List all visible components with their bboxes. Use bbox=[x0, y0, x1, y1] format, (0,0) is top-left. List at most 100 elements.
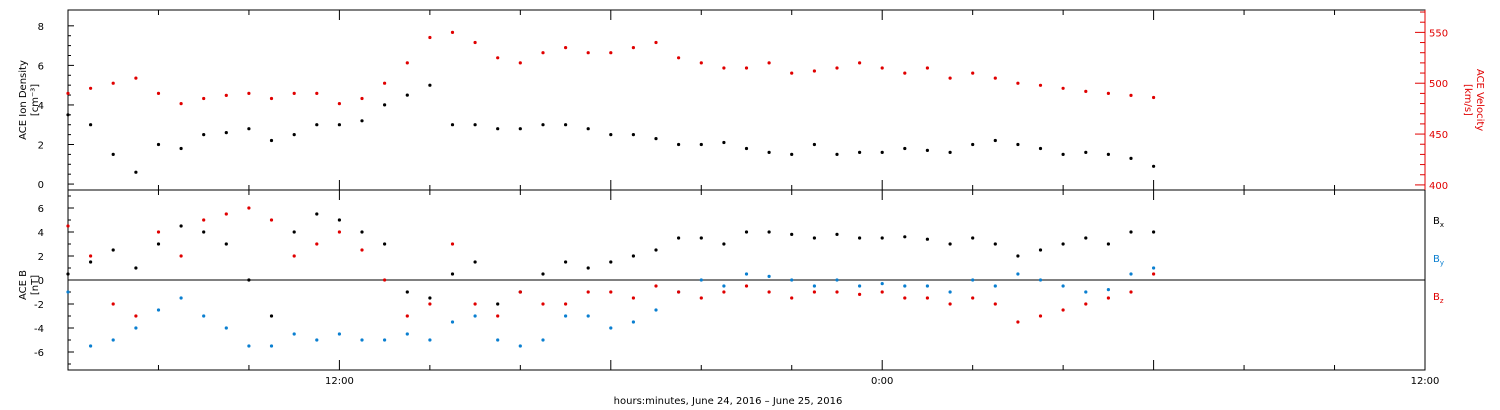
point-by bbox=[609, 326, 613, 330]
point-ion-density bbox=[428, 83, 432, 87]
point-by bbox=[134, 326, 138, 330]
point-bx bbox=[179, 224, 183, 228]
point-velocity bbox=[496, 56, 500, 60]
point-bz bbox=[66, 224, 70, 228]
point-bx bbox=[993, 242, 997, 246]
point-ion-density bbox=[473, 123, 477, 127]
point-velocity bbox=[903, 71, 907, 75]
point-by bbox=[812, 284, 817, 288]
point-by bbox=[722, 284, 726, 288]
point-by bbox=[496, 338, 500, 342]
point-by bbox=[1016, 272, 1020, 276]
point-bx bbox=[1016, 254, 1020, 258]
point-bz bbox=[428, 302, 432, 306]
point-velocity bbox=[744, 66, 749, 70]
x-tick-label: 12:00 bbox=[1411, 376, 1440, 387]
point-bx bbox=[903, 235, 907, 239]
point-bx bbox=[473, 260, 477, 264]
point-ion-density bbox=[518, 127, 522, 131]
top-left-ylabel-units: [cm⁻³] bbox=[30, 84, 41, 116]
point-ion-density bbox=[292, 133, 296, 137]
point-velocity bbox=[722, 66, 726, 70]
point-bx bbox=[767, 230, 771, 234]
point-ion-density bbox=[224, 131, 228, 135]
point-velocity bbox=[360, 96, 364, 101]
point-bz bbox=[835, 290, 839, 294]
point-velocity bbox=[948, 76, 952, 80]
point-ion-density bbox=[269, 138, 274, 143]
point-bz bbox=[496, 314, 500, 318]
point-bz bbox=[1106, 296, 1110, 300]
legend-bx: Bx bbox=[1433, 216, 1444, 229]
point-by bbox=[631, 320, 636, 324]
point-bx bbox=[631, 254, 636, 258]
point-ion-density bbox=[1038, 146, 1043, 151]
point-bz bbox=[224, 212, 228, 216]
point-ion-density bbox=[111, 152, 115, 156]
top-right-ylabel-units: [km/s] bbox=[1462, 84, 1473, 116]
point-bz bbox=[767, 290, 771, 294]
point-ion-density bbox=[202, 133, 206, 137]
point-ion-density bbox=[586, 127, 590, 131]
point-ion-density bbox=[767, 150, 771, 154]
legend-bz: Bz bbox=[1433, 292, 1444, 305]
point-bx bbox=[450, 272, 455, 276]
point-ion-density bbox=[383, 103, 387, 107]
point-bx bbox=[790, 232, 794, 236]
point-bz bbox=[179, 254, 183, 258]
point-by bbox=[880, 282, 884, 286]
point-velocity bbox=[405, 61, 409, 65]
point-ion-density bbox=[744, 146, 749, 151]
point-bz bbox=[337, 230, 341, 234]
point-velocity bbox=[269, 96, 274, 101]
bottom-ytick-label: 2 bbox=[38, 252, 44, 263]
legend-by: By bbox=[1433, 254, 1444, 267]
point-bx bbox=[66, 272, 70, 276]
point-ion-density bbox=[790, 152, 794, 156]
bottom-ytick-label: 4 bbox=[38, 228, 44, 239]
point-bx bbox=[496, 302, 500, 306]
point-bx bbox=[156, 242, 161, 246]
point-by bbox=[156, 308, 161, 312]
point-bx bbox=[812, 236, 817, 240]
point-velocity bbox=[1016, 81, 1020, 85]
point-bx bbox=[1084, 236, 1088, 240]
point-bz bbox=[880, 290, 884, 294]
point-bx bbox=[89, 260, 93, 264]
point-bz bbox=[1129, 290, 1133, 294]
point-velocity bbox=[971, 71, 975, 75]
point-bz bbox=[925, 296, 930, 300]
point-bx bbox=[134, 266, 138, 270]
point-bz bbox=[202, 218, 206, 222]
bottom-left-ylabel-units: [nT] bbox=[30, 275, 41, 295]
point-by bbox=[971, 278, 975, 282]
point-by bbox=[541, 338, 545, 342]
point-ion-density bbox=[858, 150, 862, 154]
point-bz bbox=[541, 302, 545, 306]
point-by bbox=[383, 338, 387, 342]
point-by bbox=[948, 290, 952, 294]
point-velocity bbox=[315, 91, 319, 95]
point-by bbox=[247, 344, 251, 348]
point-by bbox=[179, 296, 183, 300]
point-by bbox=[903, 284, 907, 288]
point-bz bbox=[903, 296, 907, 300]
point-bx bbox=[247, 278, 251, 282]
point-bz bbox=[812, 290, 817, 294]
point-by bbox=[1106, 288, 1110, 292]
point-ion-density bbox=[925, 148, 930, 152]
point-bz bbox=[89, 254, 93, 258]
point-ion-density bbox=[1106, 152, 1110, 156]
point-ion-density bbox=[450, 123, 455, 127]
point-bz bbox=[473, 302, 477, 306]
point-by bbox=[993, 284, 997, 288]
point-ion-density bbox=[1061, 152, 1065, 156]
top-right-ytick-label: 500 bbox=[1429, 79, 1448, 90]
point-by bbox=[835, 278, 839, 282]
point-bz bbox=[631, 296, 636, 300]
point-bz bbox=[292, 254, 296, 258]
point-velocity bbox=[450, 30, 455, 34]
point-bx bbox=[699, 236, 703, 240]
point-velocity bbox=[541, 51, 545, 55]
